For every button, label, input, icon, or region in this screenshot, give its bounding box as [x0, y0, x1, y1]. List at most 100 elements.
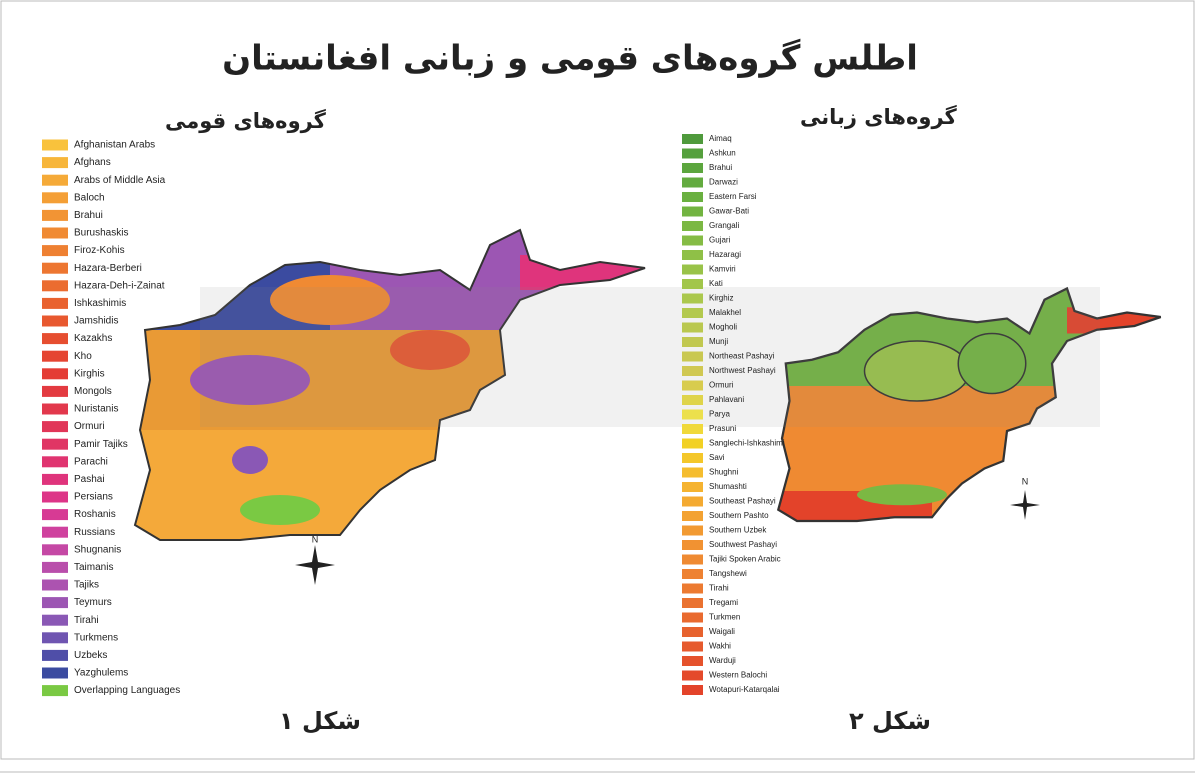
legend-swatch	[42, 509, 68, 521]
legend-label: Afghanistan Arabs	[74, 140, 155, 151]
legend-label: Ishkashimis	[74, 298, 126, 309]
legend-label: Tirahi	[74, 615, 99, 626]
legend-label: Yazghulems	[74, 668, 128, 679]
legend-swatch	[682, 351, 703, 362]
legend-swatch	[682, 554, 703, 565]
legend-swatch	[42, 350, 68, 362]
legend-label: Kazakhs	[74, 333, 112, 344]
legend-label: Overlapping Languages	[74, 685, 180, 696]
legend-label: Pashai	[74, 474, 105, 485]
legend-swatch	[42, 315, 68, 327]
legend-label: Nuristanis	[74, 404, 118, 415]
legend-swatch	[682, 206, 703, 217]
legend-swatch	[682, 192, 703, 202]
compass-label: N	[1022, 476, 1029, 486]
legend-swatch	[682, 264, 703, 275]
legend-swatch	[682, 627, 703, 637]
legend-label: Teymurs	[74, 597, 112, 608]
legend-label: Kirghis	[74, 368, 105, 379]
legend-swatch	[682, 525, 703, 536]
legend-swatch	[682, 670, 703, 681]
legend-swatch	[682, 221, 703, 231]
legend-label: Ormuri	[709, 381, 734, 390]
legend-label: Pamir Tajiks	[74, 439, 128, 450]
legend-swatch	[682, 656, 703, 666]
legend-swatch	[42, 473, 68, 485]
legend-swatch	[42, 174, 68, 186]
legend-label: Afghans	[74, 157, 111, 168]
legend-label: Hazara-Berberi	[74, 263, 142, 274]
legend-swatch	[682, 235, 703, 246]
legend-swatch	[682, 380, 703, 391]
legend-label: Tajiks	[74, 580, 99, 591]
legend-label: Shugnanis	[74, 544, 121, 555]
legend-label: Wakhi	[709, 642, 731, 651]
legend-label: Ormuri	[74, 421, 105, 432]
legend-swatch	[42, 139, 68, 151]
legend-label: Jamshidis	[74, 316, 118, 327]
legend-label: Turkmens	[74, 632, 118, 643]
legend-swatch	[42, 685, 68, 697]
legend-swatch	[42, 333, 68, 345]
compass-label: N	[312, 534, 319, 544]
legend-swatch	[42, 579, 68, 591]
legend-label: Southern Uzbek	[709, 526, 767, 535]
legend-label: Baloch	[74, 192, 105, 203]
legend-swatch	[682, 395, 703, 405]
legend-label: Tirahi	[709, 584, 729, 593]
legend-title: گروه‌های زبانی	[800, 104, 958, 129]
legend-swatch	[42, 649, 68, 661]
legend-swatch	[42, 491, 68, 503]
caption: شکل ۱	[279, 707, 361, 735]
legend-swatch	[682, 308, 703, 318]
legend-swatch	[42, 632, 68, 644]
legend-label: Southern Pashto	[709, 511, 769, 520]
legend-swatch	[42, 421, 68, 433]
legend-swatch	[682, 337, 703, 347]
legend-label: Northwest Pashayi	[709, 366, 776, 375]
legend-swatch	[42, 192, 68, 204]
legend-swatch	[682, 496, 703, 507]
legend-label: Eastern Farsi	[709, 192, 757, 201]
legend-swatch	[682, 250, 703, 260]
legend-label: Mongols	[74, 386, 112, 397]
legend-label: Burushaskis	[74, 228, 128, 239]
legend-label: Kirghiz	[709, 294, 733, 303]
legend-label: Ashkun	[709, 149, 736, 158]
compass	[295, 545, 335, 585]
legend-swatch	[42, 544, 68, 556]
legend-swatch	[42, 262, 68, 274]
legend-label: Munji	[709, 337, 728, 346]
legend-swatch	[682, 409, 703, 420]
legend-swatch	[42, 438, 68, 450]
legend-label: Roshanis	[74, 509, 116, 520]
legend-swatch	[42, 614, 68, 626]
legend-label: Parachi	[74, 456, 108, 467]
legend-swatch	[682, 366, 703, 376]
legend-label: Waigali	[709, 627, 735, 636]
legend-label: Mogholi	[709, 323, 737, 332]
legend-swatch	[682, 612, 703, 623]
legend-swatch	[682, 598, 703, 608]
legend-swatch	[682, 453, 703, 463]
legend-label: Shumashti	[709, 482, 747, 491]
legend-swatch	[42, 227, 68, 239]
frame	[0, 0, 1195, 760]
legend-swatch	[42, 209, 68, 221]
legend-label: Hazaragi	[709, 250, 741, 259]
legend-label: Arabs of Middle Asia	[74, 175, 166, 186]
title: اطلس گروه‌های قومی و زبانی افغانستان	[222, 39, 918, 79]
legend-swatch	[42, 157, 68, 169]
legend-title: گروه‌های قومی	[165, 108, 327, 133]
legend-swatch	[682, 467, 703, 478]
legend-label: Kati	[709, 279, 723, 288]
legend-label: Kho	[74, 351, 92, 362]
legend-swatch	[682, 322, 703, 333]
legend-swatch	[682, 134, 703, 144]
legend-label: Gawar-Bati	[709, 207, 749, 216]
legend-label: Northeast Pashayi	[709, 352, 775, 361]
legend-label: Southeast Pashayi	[709, 497, 776, 506]
legend-label: Persians	[74, 492, 113, 503]
